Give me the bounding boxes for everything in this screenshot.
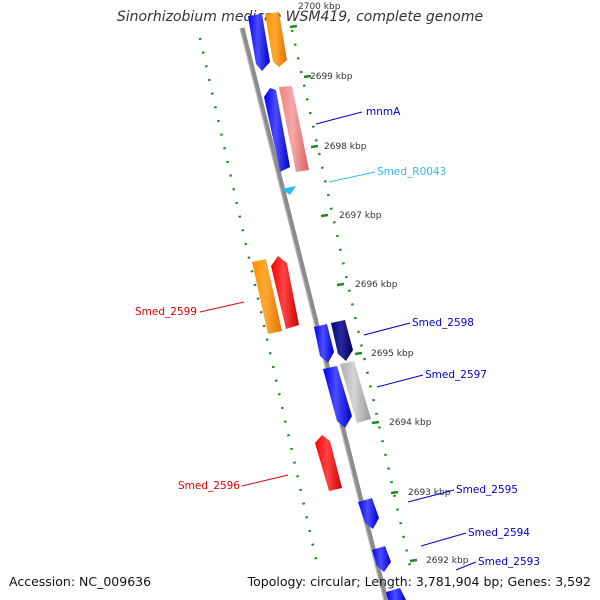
gene-arrow-2598-blue[interactable] — [314, 324, 334, 363]
accession-text: Accession: NC_009636 — [9, 574, 152, 589]
tick-label-2696: 2696 kbp — [355, 280, 398, 290]
gene-arrow-2599[interactable] — [271, 256, 299, 329]
tick-marks — [289, 24, 418, 563]
gene-arrow-blue-top[interactable] — [248, 14, 270, 71]
gene-label-2596[interactable]: Smed_2596 — [178, 480, 240, 492]
tick-label-2693: 2693 kbp — [408, 488, 451, 498]
label-leader-lines — [199, 111, 477, 571]
gene-arrow-2597[interactable] — [323, 366, 352, 428]
genome-summary-text: Topology: circular; Length: 3,781,904 bp… — [247, 574, 591, 589]
tick-label-2695: 2695 kbp — [371, 349, 414, 359]
gene-label-2595[interactable]: Smed_2595 — [456, 484, 518, 496]
gene-arrow-2594[interactable] — [372, 546, 391, 572]
map-title: Sinorhizobium medicae WSM419, complete g… — [116, 9, 484, 25]
gene-label-2597[interactable]: Smed_2597 — [425, 369, 487, 381]
gene-arrow-orange-2599[interactable] — [252, 259, 282, 334]
gene-arrow-gray[interactable] — [340, 361, 371, 423]
gene-arrow-2598[interactable] — [331, 320, 353, 361]
gene-arrow-2596[interactable] — [315, 435, 342, 491]
gene-arrow-2593[interactable] — [386, 588, 406, 600]
gene-arrow-mnmA[interactable] — [264, 88, 290, 172]
gene-arrow-trna-R0043[interactable] — [281, 186, 296, 195]
gene-label-2599[interactable]: Smed_2599 — [135, 306, 197, 318]
gene-arrow-orange-top[interactable] — [265, 12, 287, 67]
tick-label-2700: 2700 kbp — [298, 2, 341, 12]
tick-label-2699: 2699 kbp — [310, 72, 353, 82]
tick-label-2694: 2694 kbp — [389, 418, 432, 428]
gene-label-mnmA[interactable]: mnmA — [366, 106, 401, 118]
gene-arrow-2595[interactable] — [358, 498, 379, 529]
gene-label-R0043[interactable]: Smed_R0043 — [377, 166, 446, 178]
tick-label-2692: 2692 kbp — [426, 556, 469, 566]
gene-label-2593[interactable]: Smed_2593 — [478, 556, 540, 568]
tick-label-2698: 2698 kbp — [324, 142, 367, 152]
gene-arrows — [248, 12, 406, 600]
gene-label-2594[interactable]: Smed_2594 — [468, 527, 530, 539]
gene-arrow-pink[interactable] — [279, 86, 309, 172]
tick-label-2697: 2697 kbp — [339, 211, 382, 221]
gene-label-2598[interactable]: Smed_2598 — [412, 317, 474, 329]
